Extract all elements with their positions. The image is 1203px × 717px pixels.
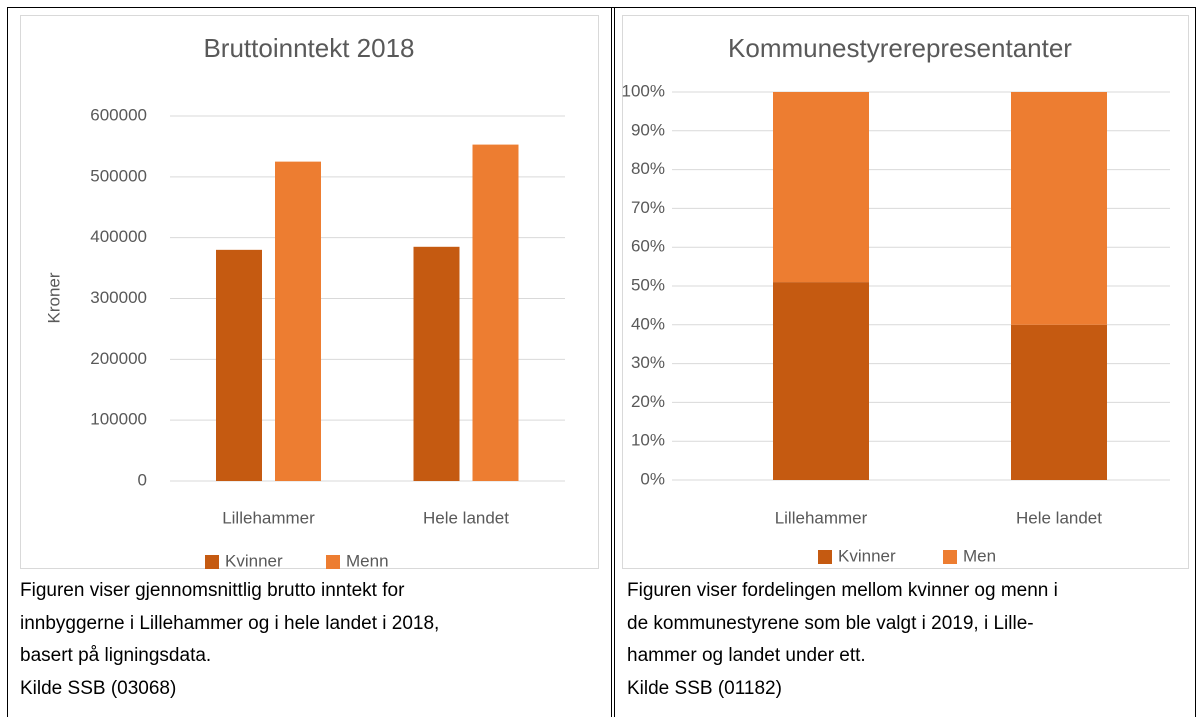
legend-label: Kvinner — [225, 551, 283, 570]
caption-line: Figuren viser gjennomsnittlig brutto inn… — [20, 580, 405, 601]
y-tick-label: 0 — [138, 470, 147, 489]
y-tick-label: 0% — [640, 469, 665, 488]
bar-segment — [773, 282, 869, 480]
caption-source: Kilde SSB (01182) — [627, 677, 782, 699]
y-axis-label: Kroner — [44, 272, 63, 323]
caption: Figuren viser fordelingen mellom kvinner… — [627, 575, 1058, 705]
legend-swatch — [205, 555, 219, 569]
y-tick-label: 20% — [631, 392, 665, 411]
caption-source: Kilde SSB (03068) — [20, 677, 177, 699]
x-tick-label: Lillehammer — [775, 508, 868, 527]
bar-segment — [773, 92, 869, 283]
y-tick-label: 100% — [622, 81, 665, 100]
legend-swatch — [326, 555, 340, 569]
legend-swatch — [818, 550, 832, 564]
y-tick-label: 30% — [631, 353, 665, 372]
y-tick-label: 60% — [631, 237, 665, 256]
caption: Figuren viser gjennomsnittlig brutto inn… — [20, 575, 439, 705]
chart-frame — [622, 15, 1189, 569]
caption-line: innbyggerne i Lillehammer og i hele land… — [20, 612, 440, 634]
caption-line: basert på ligningsdata. — [20, 645, 212, 666]
y-tick-label: 70% — [631, 198, 665, 217]
legend-label: Men — [963, 546, 996, 565]
bar — [472, 144, 519, 481]
y-tick-label: 40% — [631, 314, 665, 333]
y-tick-label: 600000 — [90, 105, 147, 124]
y-tick-label: 50% — [631, 275, 665, 294]
chart-frame — [20, 15, 599, 569]
bar — [216, 249, 262, 481]
y-tick-label: 100000 — [90, 410, 147, 429]
chart-title: Bruttoinntekt 2018 — [203, 33, 414, 63]
bar-segment — [1011, 92, 1107, 325]
y-tick-label: 10% — [631, 431, 665, 450]
y-tick-label: 400000 — [90, 227, 147, 246]
bar — [413, 246, 460, 481]
caption-line: Figuren viser fordelingen mellom kvinner… — [627, 580, 1058, 601]
y-tick-label: 300000 — [90, 288, 147, 307]
bar-segment — [1011, 324, 1107, 480]
legend-label: Kvinner — [838, 546, 896, 565]
caption-line: hammer og landet under ett. — [627, 645, 866, 666]
y-tick-label: 200000 — [90, 349, 147, 368]
chart-title: Kommunestyrerepresentanter — [728, 33, 1072, 63]
y-tick-label: 80% — [631, 159, 665, 178]
y-tick-label: 90% — [631, 120, 665, 139]
y-tick-label: 500000 — [90, 166, 147, 185]
bar — [275, 161, 321, 481]
x-tick-label: Lillehammer — [222, 508, 315, 527]
legend-swatch — [943, 550, 957, 564]
legend-label: Menn — [346, 551, 389, 570]
x-tick-label: Hele landet — [423, 508, 509, 527]
x-tick-label: Hele landet — [1016, 508, 1102, 527]
caption-line: de kommunestyrene som ble valgt i 2019, … — [627, 612, 1034, 634]
